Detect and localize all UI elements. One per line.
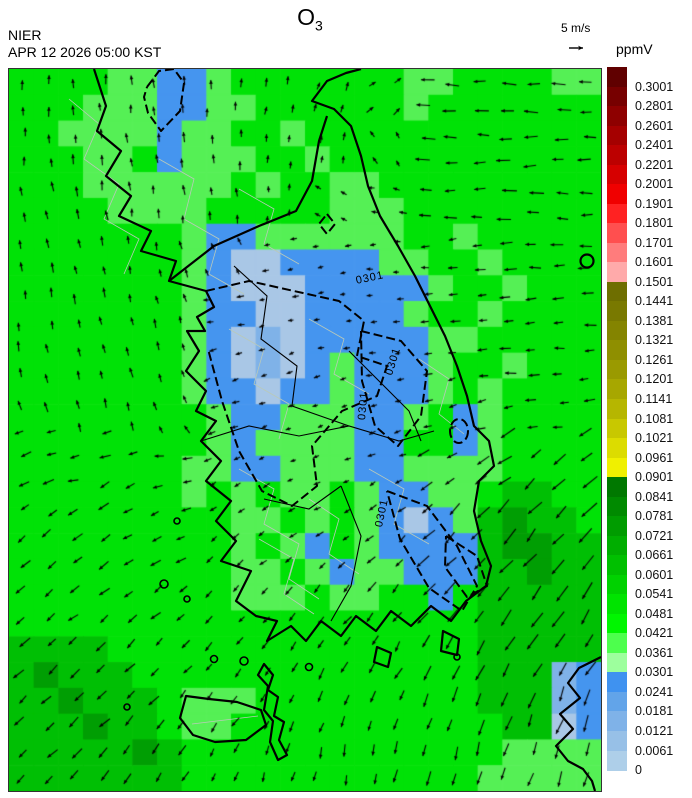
colorbar-tick-label: 0.1081 bbox=[635, 411, 674, 426]
colorbar-tick-label: 0.0241 bbox=[635, 684, 674, 699]
colorbar-segment bbox=[607, 555, 627, 576]
colorbar-segment bbox=[607, 418, 627, 439]
colorbar-segment bbox=[607, 67, 627, 88]
colorbar-segment bbox=[607, 320, 627, 341]
colorbar-tick-label: 0.1201 bbox=[635, 372, 674, 387]
colorbar-tick-label: 0.2801 bbox=[635, 99, 674, 114]
colorbar-tick-label: 0.0121 bbox=[635, 724, 674, 739]
colorbar-segment bbox=[607, 594, 627, 615]
colorbar-tick-label: 0.0421 bbox=[635, 626, 674, 641]
wind-reference-arrow-icon bbox=[569, 45, 583, 51]
pollutant-subscript: 3 bbox=[315, 17, 323, 34]
colorbar-tick-label: 0.0601 bbox=[635, 567, 674, 582]
colorbar-tick-label: 0.1021 bbox=[635, 431, 674, 446]
colorbar-segment bbox=[607, 281, 627, 302]
colorbar-segment bbox=[607, 438, 627, 459]
colorbar-tick-label: 0.0961 bbox=[635, 450, 674, 465]
colorbar-tick-label: 0.2401 bbox=[635, 138, 674, 153]
colorbar-segment bbox=[607, 301, 627, 322]
colorbar-tick-label: 0.1261 bbox=[635, 352, 674, 367]
colorbar: 0.3001 0.2801 0.2601 0.2401 0.2201 0.2001 0.19… bbox=[607, 67, 692, 777]
colorbar-segment bbox=[607, 359, 627, 381]
colorbar-segment bbox=[607, 750, 627, 771]
colorbar-tick-label: 0.1381 bbox=[635, 313, 674, 328]
colorbar-tick-label: 0.1501 bbox=[635, 274, 674, 289]
colorbar-segment bbox=[607, 399, 627, 420]
colorbar-segment bbox=[607, 574, 627, 595]
colorbar-segment bbox=[607, 516, 627, 537]
colorbar-tick-label: 0.1321 bbox=[635, 333, 674, 348]
colorbar-tick-label: 0.0061 bbox=[635, 743, 674, 758]
colorbar-segment bbox=[607, 145, 627, 166]
colorbar-tick-label: 0.0181 bbox=[635, 704, 674, 719]
colorbar-tick-label: 0.0481 bbox=[635, 606, 674, 621]
colorbar-tick-label: 0.1601 bbox=[635, 255, 674, 270]
contour-value-label: 0301 bbox=[356, 391, 371, 421]
colorbar-segment bbox=[607, 691, 627, 713]
colorbar-tick-label: 0.1901 bbox=[635, 196, 674, 211]
colorbar-tick-label: 0.0661 bbox=[635, 548, 674, 563]
colorbar-tick-label: 0.2201 bbox=[635, 157, 674, 172]
colorbar-segment bbox=[607, 223, 627, 244]
colorbar-segment bbox=[607, 711, 627, 732]
colorbar-tick-label: 0.2601 bbox=[635, 118, 674, 133]
wind-vector-layer bbox=[9, 69, 601, 791]
colorbar-segment bbox=[607, 125, 627, 146]
colorbar-tick-label: 0.0361 bbox=[635, 645, 674, 660]
colorbar-segment bbox=[607, 633, 627, 654]
colorbar-segment bbox=[607, 457, 627, 478]
concentration-map: 0301 0301 0301 0301 bbox=[8, 68, 602, 792]
colorbar-segment bbox=[607, 652, 627, 674]
colorbar-tick-label: 0.1701 bbox=[635, 235, 674, 250]
pollutant-title: O3 bbox=[0, 4, 620, 34]
units-label: ppmV bbox=[616, 41, 653, 57]
colorbar-segment bbox=[607, 613, 627, 634]
colorbar-tick-label: 0 bbox=[635, 763, 642, 778]
colorbar-segment bbox=[607, 106, 627, 127]
colorbar-tick-label: 0.0721 bbox=[635, 528, 674, 543]
wind-reference-label: 5 m/s bbox=[561, 21, 591, 35]
colorbar-segment bbox=[607, 262, 627, 283]
colorbar-segment bbox=[607, 242, 627, 263]
colorbar-tick-label: 0.1441 bbox=[635, 294, 674, 309]
colorbar-tick-label: 0.0781 bbox=[635, 509, 674, 524]
colorbar-segment bbox=[607, 477, 627, 498]
colorbar-segment bbox=[607, 672, 627, 693]
agency-label: NIER bbox=[8, 27, 42, 43]
colorbar-tick-label: 0.0541 bbox=[635, 587, 674, 602]
colorbar-segment bbox=[607, 731, 627, 752]
colorbar-tick-label: 0.1801 bbox=[635, 216, 674, 231]
colorbar-tick-label: 0.3001 bbox=[635, 79, 674, 94]
colorbar-segment bbox=[607, 379, 627, 400]
colorbar-tick-label: 0.0841 bbox=[635, 489, 674, 504]
colorbar-segment bbox=[607, 535, 627, 556]
datetime-label: APR 12 2026 05:00 KST bbox=[8, 44, 162, 60]
colorbar-segment bbox=[607, 184, 627, 205]
colorbar-segment bbox=[607, 86, 627, 107]
colorbar-tick-label: 0.2001 bbox=[635, 177, 674, 192]
colorbar-segment bbox=[607, 496, 627, 517]
colorbar-tick-label: 0.1141 bbox=[635, 392, 673, 406]
pollutant-symbol: O bbox=[297, 4, 316, 30]
colorbar-tick-label: 0.0301 bbox=[635, 665, 674, 680]
colorbar-segment bbox=[607, 340, 627, 361]
colorbar-segment bbox=[607, 203, 627, 224]
colorbar-tick-label: 0.0901 bbox=[635, 470, 674, 485]
colorbar-segment bbox=[607, 164, 627, 185]
